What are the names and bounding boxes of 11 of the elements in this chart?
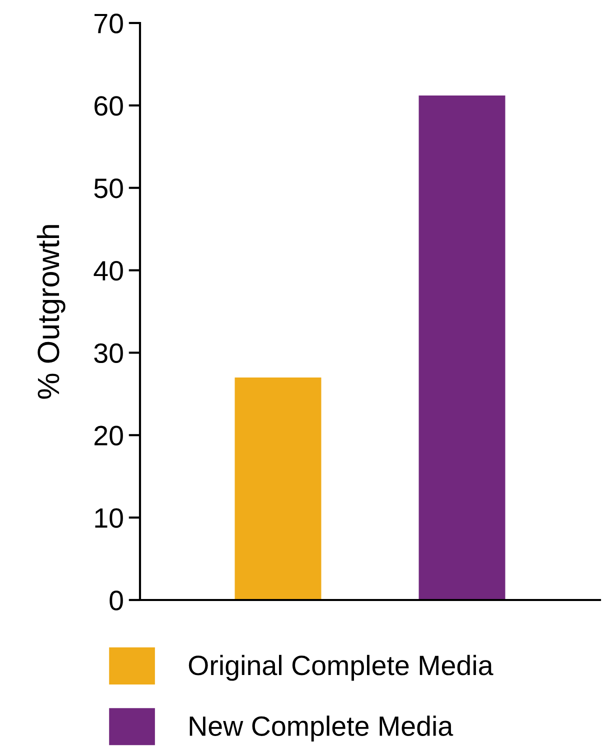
y-tick-label: 50	[94, 178, 123, 198]
y-tick-label: 20	[94, 426, 123, 446]
y-axis-title: % Outgrowth	[36, 225, 66, 399]
y-tick-label: 70	[94, 14, 123, 34]
y-tick-label: 30	[94, 343, 123, 364]
legend-label: New Complete Media	[190, 716, 454, 742]
legend-label: Original Complete Media	[188, 654, 494, 681]
y-tick-label: 0	[110, 590, 123, 610]
y-tick-label: 40	[94, 260, 123, 281]
y-tick-label: 10	[95, 508, 123, 528]
y-tick-label: 60	[94, 96, 123, 116]
